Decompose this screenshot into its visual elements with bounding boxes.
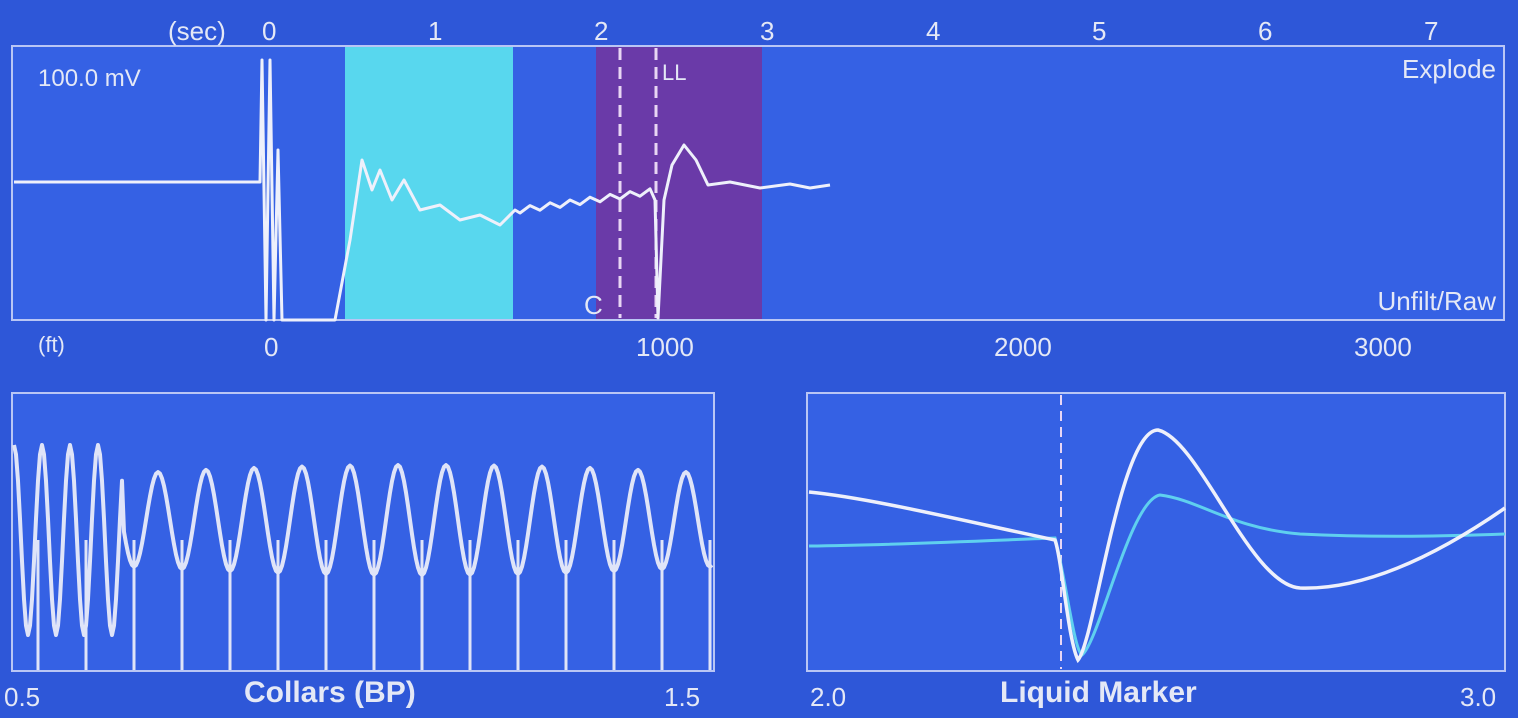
depth-tick-0: 0	[264, 332, 279, 362]
collars-trace	[12, 443, 714, 637]
time-tick-4: 4	[926, 16, 941, 46]
time-tick-2: 2	[594, 16, 609, 46]
depth-tick-3000: 3000	[1354, 332, 1412, 362]
explode-mode-label[interactable]: Explode	[1402, 54, 1496, 84]
collars-title: Collars (BP)	[244, 676, 416, 709]
time-tick-7: 7	[1424, 16, 1439, 46]
liquid-trace-filtered	[808, 493, 1506, 657]
collar-marker-label: C	[584, 290, 603, 320]
depth-unit-label: (ft)	[38, 332, 65, 357]
liquid-x-start: 2.0	[810, 682, 847, 712]
collar-tick-marks	[36, 540, 712, 670]
acoustic-trace	[14, 58, 831, 322]
time-unit-label: (sec)	[168, 16, 226, 46]
liquid-level-marker-label: LL	[662, 60, 687, 85]
scale-label: 100.0 mV	[38, 65, 141, 92]
depth-tick-1000: 1000	[636, 332, 694, 362]
time-tick-0: 0	[262, 16, 277, 46]
time-tick-5: 5	[1092, 16, 1107, 46]
time-tick-6: 6	[1258, 16, 1273, 46]
liquid-marker-panel	[806, 392, 1506, 672]
cyan-selection-window[interactable]	[345, 47, 513, 319]
time-tick-1: 1	[428, 16, 443, 46]
unfilt-raw-mode-label[interactable]: Unfilt/Raw	[1377, 286, 1496, 316]
collars-x-end: 1.5	[664, 682, 701, 712]
depth-tick-2000: 2000	[994, 332, 1052, 362]
time-tick-3: 3	[760, 16, 775, 46]
liquid-title: Liquid Marker	[1000, 676, 1197, 709]
liquid-x-end: 3.0	[1460, 682, 1497, 712]
liquid-trace-raw	[808, 428, 1506, 664]
collars-x-start: 0.5	[4, 682, 41, 712]
